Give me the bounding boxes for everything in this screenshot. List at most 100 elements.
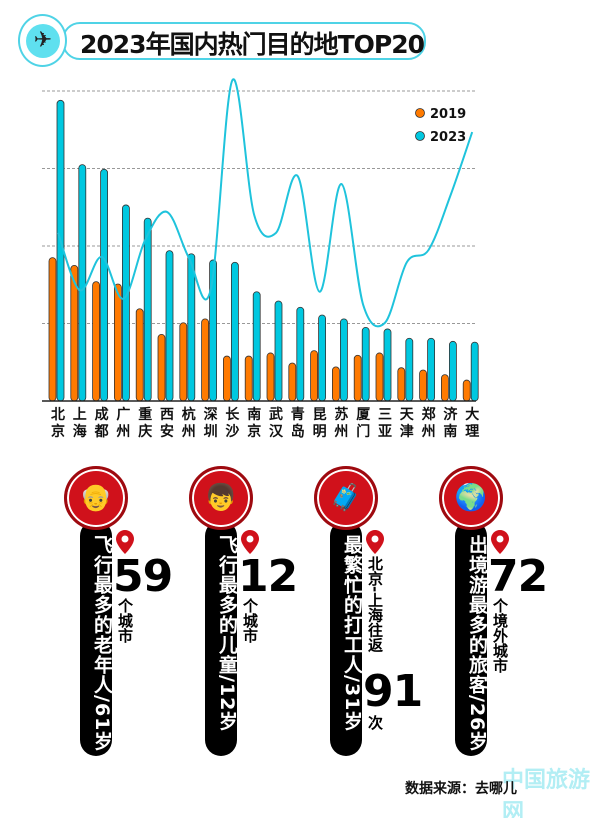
x-tick-label: 汉 [269, 424, 284, 440]
bar-2019-济南 [440, 374, 449, 402]
x-tick-label: 京 [51, 423, 65, 440]
bar-2023-昆明 [318, 314, 327, 402]
x-tick-label: 理 [465, 424, 479, 440]
bar-2023-青岛 [296, 306, 305, 402]
x-tick-label: 州 [333, 424, 348, 440]
bar-2019-武汉 [266, 352, 275, 402]
bar-2019-昆明 [310, 350, 319, 402]
globe-icon: 🌍 [454, 483, 488, 513]
stat-route: 北京-上海往返 [366, 556, 384, 653]
x-tick-label: 都 [94, 424, 109, 440]
x-tick-label: 广 [116, 406, 130, 423]
bar-2023-郑州 [427, 337, 436, 402]
bar-2019-青岛 [288, 362, 297, 402]
bar-2023-成都 [100, 168, 108, 402]
bar-2023-重庆 [143, 217, 152, 402]
bar-2023-苏州 [339, 318, 348, 402]
bar-2023-济南 [448, 340, 457, 402]
x-tick-label: 州 [181, 424, 196, 440]
x-tick-label: 西 [160, 407, 174, 423]
data-source: 数据来源：去哪儿 [405, 781, 517, 797]
location-pin-icon [366, 530, 384, 554]
trend-line [57, 78, 474, 328]
stat-label: 出境游最多的旅客/26岁 [466, 535, 488, 752]
x-tick-label: 南 [443, 423, 457, 440]
stat-unit: 个城市 [116, 598, 134, 643]
x-tick-label: 深 [204, 406, 218, 423]
bar-2019-重庆 [135, 308, 144, 402]
x-tick-label: 北 [51, 407, 65, 423]
location-pin-icon [241, 530, 259, 554]
bar-2019-西安 [157, 333, 166, 402]
bar-2019-郑州 [419, 369, 428, 402]
x-tick-label: 成 [95, 406, 109, 423]
x-tick-label: 南 [247, 406, 261, 423]
x-tick-label: 沙 [225, 424, 239, 440]
location-pin-icon [116, 530, 134, 554]
bar-2023-武汉 [274, 300, 283, 402]
page-title: 2023年国内热门目的地TOP20 [80, 30, 425, 59]
bar-chart: 北京上海成都广州重庆西安杭州深圳长沙南京武汉青岛昆明苏州厦门三亚天津郑州济南大理… [42, 78, 479, 440]
x-tick-label: 津 [400, 423, 414, 440]
bar-2023-西安 [165, 250, 174, 402]
stat-badge: 👦 [189, 466, 253, 530]
x-tick-label: 昆 [313, 407, 327, 423]
x-tick-label: 苏 [334, 406, 348, 423]
x-tick-label: 海 [73, 423, 87, 440]
stat-unit: 个城市 [241, 598, 259, 643]
x-tick-label: 亚 [378, 424, 392, 440]
x-tick-label: 安 [160, 423, 174, 440]
x-tick-label: 武 [269, 406, 283, 423]
bar-2019-大理 [462, 379, 471, 402]
x-tick-label: 青 [291, 406, 305, 423]
bar-2019-北京 [48, 257, 57, 402]
x-tick-label: 州 [115, 424, 130, 440]
x-tick-label: 圳 [204, 424, 218, 440]
x-tick-label: 济 [443, 406, 458, 423]
x-tick-label: 庆 [138, 423, 152, 440]
bar-2019-深圳 [201, 318, 210, 402]
x-tick-label: 郑 [422, 406, 436, 423]
watermark: 中国旅游网 [502, 768, 591, 818]
bar-2023-三亚 [383, 328, 392, 402]
bar-2019-厦门 [353, 354, 362, 402]
stat-number: 12 [238, 551, 298, 602]
stat-pill [205, 520, 237, 756]
stat-label: 飞行最多的老年人/61岁 [91, 535, 113, 752]
bar-2023-大理 [470, 341, 479, 402]
x-tick-label: 厦 [356, 407, 371, 423]
bar-2023-天津 [405, 337, 414, 402]
bar-2019-南京 [244, 355, 253, 402]
bar-2023-南京 [252, 291, 261, 402]
x-tick-label: 上 [73, 407, 87, 423]
bar-2023-厦门 [361, 326, 370, 402]
x-tick-label: 大 [465, 406, 479, 423]
legend-marker-2023 [415, 131, 425, 141]
bar-2023-上海 [78, 164, 87, 402]
stat-unit: 个境外城市 [491, 598, 509, 673]
stat-pill [330, 520, 362, 756]
bar-2019-杭州 [179, 322, 188, 402]
legend-label-2019: 2019 [430, 107, 466, 122]
title-badge: ✈ [18, 14, 67, 67]
stat-pill [80, 520, 112, 756]
x-tick-label: 长 [225, 406, 240, 423]
bar-2019-三亚 [375, 352, 384, 402]
x-tick-label: 州 [421, 424, 436, 440]
x-tick-label: 明 [313, 424, 327, 440]
child-face-icon: 👦 [204, 483, 238, 513]
stat-badge: 🧳 [314, 466, 378, 530]
stat-number: 72 [488, 551, 548, 602]
x-tick-label: 岛 [291, 423, 305, 440]
x-tick-label: 门 [356, 423, 370, 440]
bar-2023-广州 [122, 204, 130, 402]
legend-label-2023: 2023 [430, 130, 466, 145]
x-tick-label: 杭 [182, 406, 196, 423]
airplane-icon: ✈ [26, 24, 60, 58]
legend-marker-2019 [415, 108, 425, 118]
x-tick-label: 重 [138, 406, 152, 423]
bar-2023-杭州 [187, 253, 196, 402]
bar-2019-天津 [397, 367, 406, 402]
x-tick-label: 天 [400, 407, 415, 423]
